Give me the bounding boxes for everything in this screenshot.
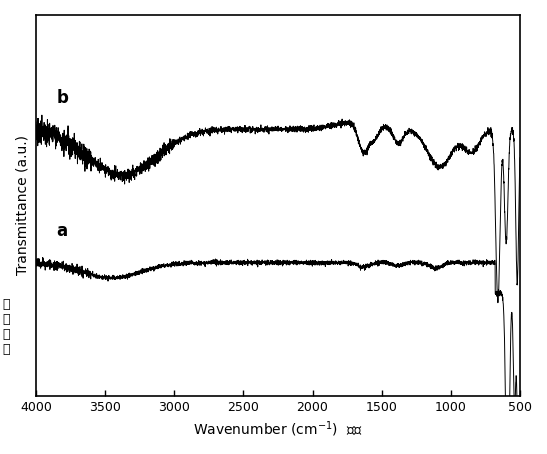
Text: 光
透
光
光: 光 透 光 光 bbox=[3, 298, 10, 356]
Text: a: a bbox=[57, 222, 68, 240]
X-axis label: Wavenumber (cm$^{-1}$)  波数: Wavenumber (cm$^{-1}$) 波数 bbox=[193, 419, 363, 439]
Y-axis label: Transmittance (a.u.): Transmittance (a.u.) bbox=[15, 135, 29, 276]
Text: b: b bbox=[57, 89, 68, 107]
